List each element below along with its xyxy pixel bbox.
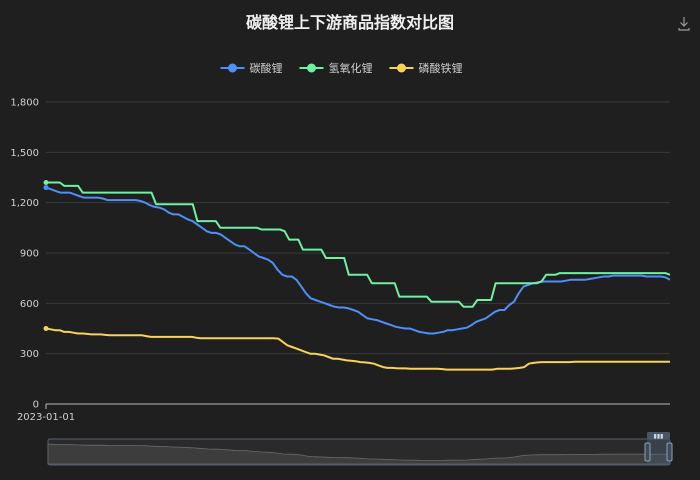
legend-swatch-dot bbox=[307, 63, 316, 73]
legend-swatch-dot bbox=[397, 63, 406, 73]
legend-item-2[interactable]: 磷酸铁锂 bbox=[389, 61, 463, 75]
x-tick-label: 2023-01-01 bbox=[17, 412, 75, 423]
legend-label: 氢氧化锂 bbox=[329, 61, 373, 75]
legend-item-1[interactable]: 氢氧化锂 bbox=[299, 61, 373, 75]
data-zoom-slider[interactable]: ▮▮▮ bbox=[47, 432, 673, 466]
series-line-1 bbox=[46, 181, 671, 308]
y-tick-label: 1,800 bbox=[10, 98, 39, 109]
y-tick-label: 300 bbox=[20, 349, 39, 360]
series-start-point-2 bbox=[43, 326, 49, 331]
series-start-point-0 bbox=[43, 185, 49, 191]
legend-swatch-dot bbox=[228, 63, 237, 73]
y-tick-label: 1,200 bbox=[10, 198, 39, 209]
data-zoom-preview bbox=[47, 443, 671, 465]
data-zoom-move-handle[interactable] bbox=[647, 432, 670, 439]
y-tick-label: 0 bbox=[33, 400, 39, 411]
x-axis: 2023-01-01 bbox=[17, 403, 670, 423]
data-zoom-handle-left[interactable] bbox=[644, 442, 651, 462]
series-line-2 bbox=[45, 327, 670, 371]
series-start-point-1 bbox=[43, 180, 49, 186]
y-axis: 0 300 600 900 1,200 1,500 1,800 bbox=[10, 98, 39, 411]
series-lines bbox=[43, 180, 671, 371]
y-tick-label: 600 bbox=[20, 299, 39, 310]
data-zoom-window[interactable] bbox=[647, 439, 670, 465]
legend-label: 碳酸锂 bbox=[250, 61, 283, 75]
data-zoom-grip-icon: ▮▮▮ bbox=[654, 433, 664, 440]
legend-item-0[interactable]: 碳酸锂 bbox=[220, 61, 283, 75]
legend-label: 磷酸铁锂 bbox=[419, 61, 463, 75]
chart-title: 碳酸锂上下游商品指数对比图 bbox=[246, 13, 454, 32]
series-line-0 bbox=[45, 186, 671, 335]
legend: 碳酸锂 氢氧化锂 磷酸铁锂 bbox=[220, 61, 463, 75]
grid-lines bbox=[46, 101, 670, 355]
y-tick-label: 900 bbox=[20, 249, 39, 260]
y-tick-label: 1,500 bbox=[10, 148, 39, 159]
data-zoom-handle-right[interactable] bbox=[666, 442, 673, 462]
download-icon[interactable] bbox=[678, 17, 690, 31]
